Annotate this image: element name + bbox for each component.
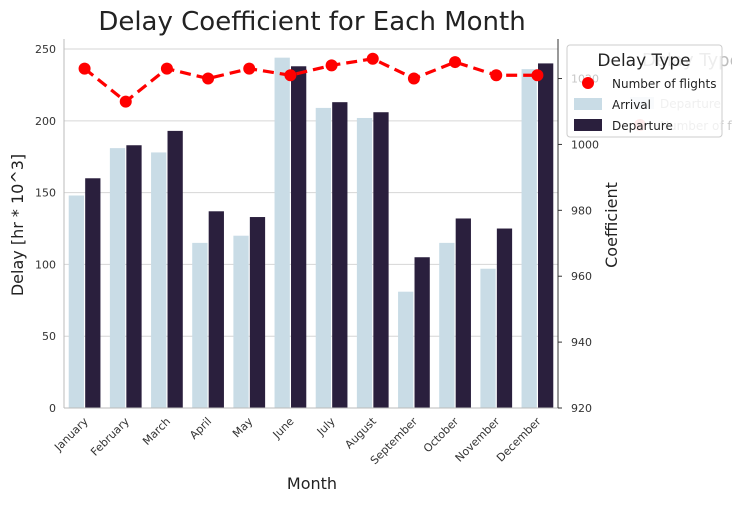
bar-departure-august: [373, 112, 389, 408]
bar-departure-july: [332, 102, 348, 408]
bar-departure-october: [455, 218, 471, 408]
legend-box: [566, 44, 723, 138]
flights-line-path: [83, 57, 538, 104]
bar-arrival-november: [480, 268, 496, 408]
bar-arrival-march: [151, 152, 167, 408]
y-tick-label: 250: [35, 43, 56, 56]
y-tick-label: 150: [35, 187, 56, 200]
legend-entry-flights: Number of flights: [612, 77, 716, 91]
flights-point-february: [119, 95, 132, 108]
bar-departure-january: [85, 178, 101, 408]
y2-tick-label: 920: [571, 402, 592, 415]
flights-point-november: [490, 69, 503, 82]
x-tick-label: July: [314, 415, 338, 439]
bar-arrival-august: [356, 117, 373, 408]
legend-entry-arrival: Arrival: [612, 98, 651, 112]
x-tick-label: February: [88, 415, 132, 459]
bar-departure-may: [249, 217, 266, 408]
y-axis-label: Delay [hr * 10^3]: [8, 154, 27, 296]
y-tick-label: 100: [35, 258, 56, 271]
flights-line: [78, 52, 544, 108]
x-tick-label: May: [230, 415, 256, 441]
flights-point-june: [284, 69, 297, 82]
x-tick-label: January: [51, 415, 91, 455]
bar-departure-september: [414, 257, 430, 408]
bar-departure-march: [167, 130, 183, 408]
x-tick-label: June: [270, 415, 297, 442]
y2-tick-label: 940: [571, 336, 592, 349]
bar-arrival-june: [274, 57, 290, 408]
legend-swatch-arrival: [574, 98, 602, 110]
bar-arrival-october: [439, 242, 455, 408]
bar-departure-june: [291, 66, 307, 409]
flights-point-july: [325, 59, 338, 72]
x-axis-label: Month: [287, 474, 337, 493]
y-tick-label: 200: [35, 115, 56, 128]
chart-title: Delay Coefficient for Each Month: [98, 7, 525, 37]
x-tick-label: April: [187, 415, 214, 442]
bar-arrival-january: [68, 195, 84, 408]
bar-arrival-february: [109, 148, 126, 409]
legend-entry-departure: Departure: [612, 119, 673, 133]
bar-arrival-december: [521, 69, 537, 409]
bar-arrival-may: [233, 235, 249, 408]
x-tick-label: March: [140, 415, 173, 448]
bar-arrival-september: [398, 291, 414, 408]
y-tick-label: 50: [42, 330, 56, 343]
bar-departure-april: [208, 211, 224, 408]
flights-point-october: [449, 56, 462, 69]
flights-point-september: [407, 72, 420, 85]
legend-swatch-departure: [574, 119, 602, 131]
y2-axis-label: Coefficient: [602, 182, 621, 268]
x-tick-label: December: [494, 415, 544, 465]
flights-point-march: [160, 62, 173, 75]
bar-departure-february: [126, 145, 142, 408]
bar-departure-november: [496, 228, 513, 408]
bar-arrival-april: [192, 242, 208, 408]
x-tick-label: October: [421, 415, 462, 456]
flights-point-december: [531, 69, 544, 82]
bar-departure-december: [538, 63, 554, 408]
legend-swatch-flights: [582, 77, 594, 89]
y-tick-label: 0: [49, 402, 56, 415]
bars: [68, 57, 554, 409]
flights-point-january: [78, 62, 91, 75]
legend-title: Delay Type: [597, 51, 690, 71]
y2-tick-label: 1000: [571, 138, 599, 151]
y2-tick-label: 960: [571, 270, 592, 283]
flights-point-august: [366, 52, 379, 65]
bar-arrival-july: [315, 107, 331, 409]
legend: Delay Type Number of flights Arrival Depart…: [566, 44, 723, 138]
flights-point-may: [243, 62, 256, 75]
x-tick-label: August: [342, 414, 379, 451]
flights-point-april: [202, 72, 215, 85]
y2-tick-label: 980: [571, 204, 592, 217]
